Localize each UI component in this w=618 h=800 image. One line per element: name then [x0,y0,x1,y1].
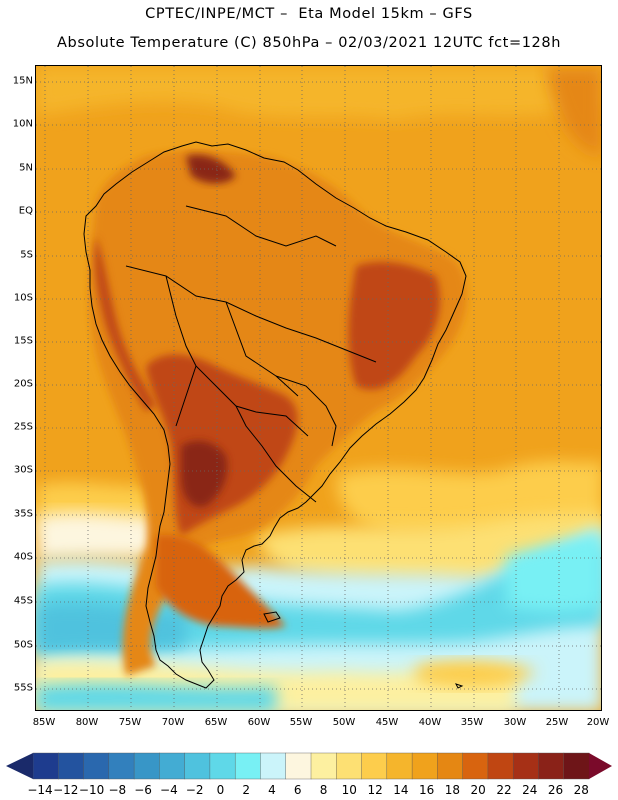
lon-tick-45w: 45W [375,717,399,728]
lat-tick-15s: 15S [13,335,33,347]
color-scale-cell [108,752,135,780]
south-georgia [455,683,464,689]
color-scale-cell [512,752,539,780]
lat-tick-5s: 5S [20,249,33,261]
lat-tick-15n: 15N [12,75,33,87]
venezuela-hot [186,154,236,184]
color-scale-cell [487,752,514,780]
color-scale-label: 26 [547,783,564,797]
color-scale-label: −2 [185,783,204,797]
lat-tick-45s: 45S [13,595,33,607]
color-scale-cell [411,752,438,780]
pacific-cream-zone [36,512,176,561]
colorbar-right-arrow [589,753,612,779]
brazil-hot-east [348,261,440,390]
color-scale-cell [184,752,211,780]
color-scale-cell [437,752,464,780]
color-scale-label: 28 [573,783,589,797]
lat-tick-10s: 10S [13,292,33,304]
ne-warm-patch [546,66,601,156]
lon-tick-75w: 75W [118,717,142,728]
lon-tick-65w: 65W [204,717,228,728]
color-scale-label: 24 [522,783,538,797]
coastlines [83,141,467,689]
lon-tick-50w: 50W [332,717,356,728]
color-scale-label: −10 [78,783,105,797]
lon-tick-25w: 25W [545,717,569,728]
lat-tick-55s: 55S [13,682,33,694]
map-subtitle: Absolute Temperature (C) 850hPa – 02/03/… [57,35,561,51]
lon-tick-70w: 70W [161,717,185,728]
color-scale-bar [6,752,612,780]
chaco-hottest [181,440,228,507]
color-scale-label: 10 [341,783,357,797]
color-scale-cell [563,752,590,780]
color-scale-cell [538,752,565,780]
lat-tick-40s: 40S [13,551,33,563]
color-scale-cell [285,752,312,780]
color-scale-cell [58,752,85,780]
lon-tick-40w: 40W [418,717,442,728]
color-scale-cell [336,752,363,780]
color-scale-label: 12 [367,783,383,797]
color-scale-label: 2 [242,783,251,797]
color-scale-cell [32,752,59,780]
color-scale-cells [32,752,590,780]
color-scale-label: 0 [216,783,225,797]
color-scale-label: 6 [293,783,302,797]
lat-tick-eq: EQ [18,205,33,217]
lat-tick-25s: 25S [13,421,33,433]
color-scale-label: −8 [108,783,127,797]
lon-tick-35w: 35W [460,717,484,728]
south-atlantic-warm-spot [416,660,536,688]
lat-tick-50s: 50S [13,639,33,651]
lon-tick-30w: 30W [503,717,527,728]
lon-tick-85w: 85W [32,717,56,728]
lat-tick-5n: 5N [19,162,33,174]
color-scale-label: 16 [419,783,435,797]
color-scale-cell [260,752,287,780]
sea-light-patch [506,531,601,612]
color-scale-cell [361,752,388,780]
lat-tick-20s: 20S [13,378,33,390]
color-scale-cell [83,752,110,780]
map-title: CPTEC/INPE/MCT – Eta Model 15km – GFS [145,6,473,22]
country-borders [125,205,377,503]
color-scale-cell [234,752,261,780]
lat-tick-30s: 30S [13,464,33,476]
color-scale-cell [209,752,236,780]
falkland-islands [263,611,281,623]
color-scale-label: −12 [53,783,79,797]
drake-cold-band [36,683,276,710]
lon-tick-60w: 60W [247,717,271,728]
lat-tick-35s: 35S [13,508,33,520]
north-cool-band [36,66,601,121]
lat-lon-grid [36,66,601,710]
color-scale-cell [159,752,186,780]
color-scale-label: 4 [268,783,276,797]
map-canvas [36,66,601,710]
temperature-map [35,65,602,711]
colorbar-left-arrow [6,753,33,779]
lon-tick-55w: 55W [289,717,313,728]
color-scale-cell [386,752,413,780]
color-scale-label: 20 [470,783,486,797]
south-america-outline [83,141,467,689]
color-scale-label: 18 [444,783,461,797]
andes-hot-strip [94,236,156,411]
color-scale-label: 14 [393,783,409,797]
color-scale-cell [310,752,337,780]
color-scale-label: 8 [319,783,328,797]
color-scale-cell [462,752,489,780]
color-scale-label: −6 [134,783,152,797]
lon-tick-80w: 80W [75,717,99,728]
lat-tick-10n: 10N [12,118,33,130]
color-scale-label: 22 [496,783,512,797]
lon-tick-20w: 20W [586,717,610,728]
color-scale-label: −14 [27,783,53,797]
color-scale-cell [133,752,160,780]
color-scale-label: −4 [160,783,178,797]
